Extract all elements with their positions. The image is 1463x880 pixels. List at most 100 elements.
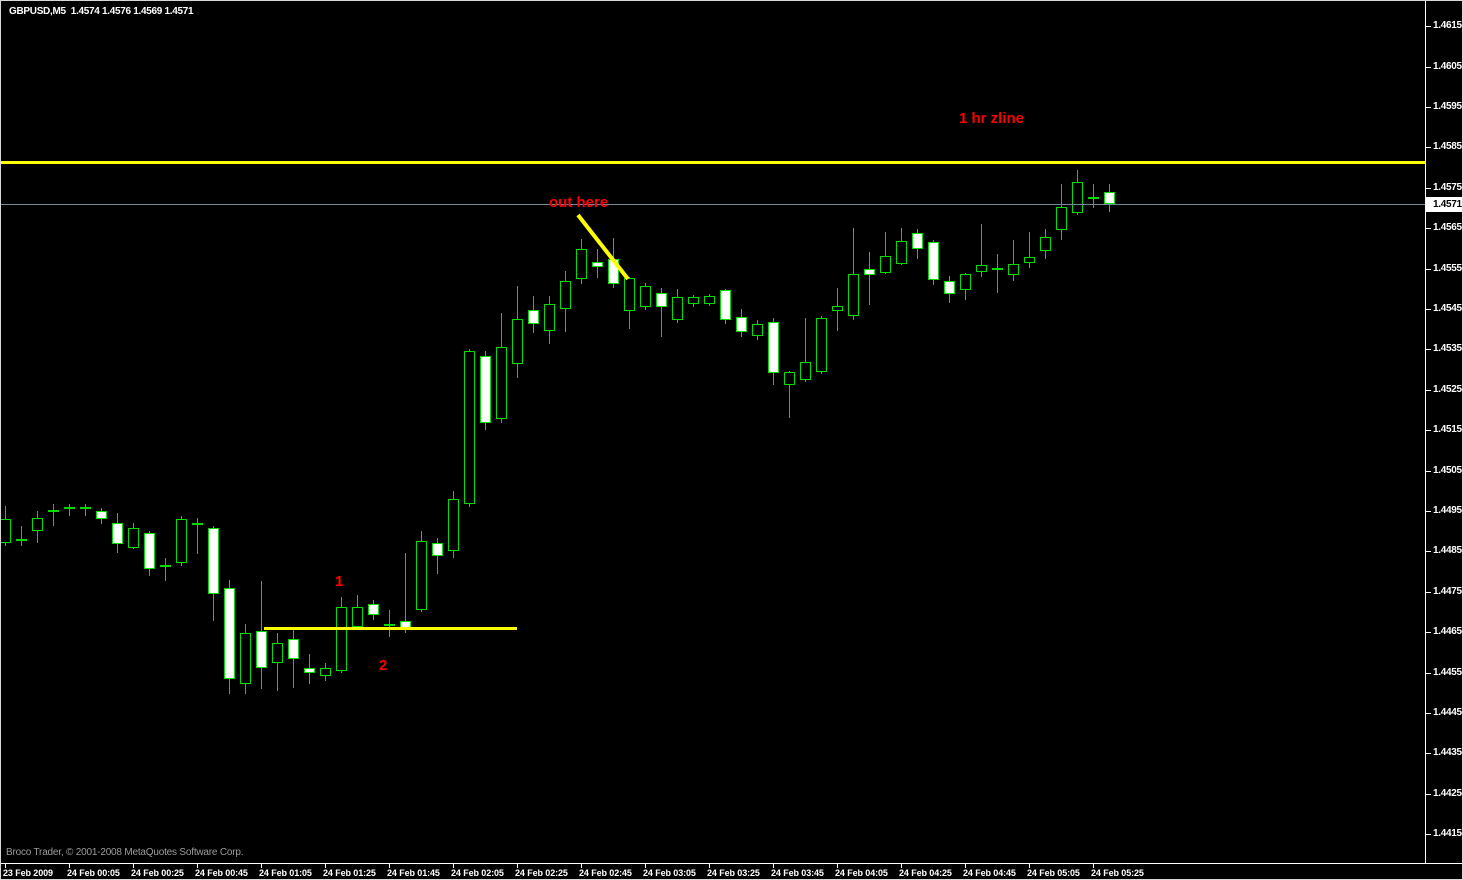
bear-candle-body xyxy=(16,539,27,541)
bear-candle-body xyxy=(656,293,667,307)
bear-candle-body xyxy=(1104,192,1115,204)
bull-candle-body xyxy=(800,362,811,380)
candle-wick xyxy=(53,504,54,526)
price-axis-label: 1.4615 xyxy=(1433,20,1462,31)
time-axis-label: 24 Feb 01:45 xyxy=(387,868,440,878)
time-axis-label: 24 Feb 01:05 xyxy=(259,868,312,878)
time-axis-label: 24 Feb 00:05 xyxy=(67,868,120,878)
current-price-tag: 1.4571 xyxy=(1426,197,1462,212)
candle-wick xyxy=(405,553,406,633)
bull-candle-body xyxy=(336,607,347,671)
bull-candle-body xyxy=(496,347,507,419)
price-axis-tick xyxy=(1426,430,1431,431)
bull-candle-body xyxy=(688,297,699,304)
bear-candle-body xyxy=(480,356,491,423)
time-axis-tick xyxy=(261,864,262,868)
annotation-text: 1 xyxy=(335,573,344,590)
bull-candle-body xyxy=(784,372,795,385)
price-axis-tick xyxy=(1426,834,1431,835)
price-axis-tick xyxy=(1426,390,1431,391)
bear-candle-body xyxy=(160,565,171,567)
candle-wick xyxy=(661,288,662,337)
bull-candle-body xyxy=(1,519,11,543)
symbol-ohlc-title: GBPUSD,M5 1.4574 1.4576 1.4569 1.4571 xyxy=(9,6,194,17)
price-axis-label: 1.4505 xyxy=(1433,465,1462,476)
bull-candle-body xyxy=(816,318,827,372)
bull-candle-body xyxy=(560,281,571,309)
time-axis-tick xyxy=(581,864,582,868)
price-axis-tick xyxy=(1426,511,1431,512)
bear-candle-body xyxy=(384,624,395,626)
chart-plot-area[interactable]: GBPUSD,M5 1.4574 1.4576 1.4569 1.4571 Br… xyxy=(1,1,1425,863)
bear-candle-body xyxy=(592,262,603,267)
bull-candle-body xyxy=(960,274,971,290)
time-axis-label: 24 Feb 01:25 xyxy=(323,868,376,878)
bear-candle-body xyxy=(736,317,747,332)
bear-candle-body xyxy=(288,639,299,659)
price-axis-tick xyxy=(1426,632,1431,633)
price-axis-border xyxy=(1425,1,1426,863)
candle-wick xyxy=(997,254,998,293)
time-axis-tick xyxy=(773,864,774,868)
bear-candle-body xyxy=(432,543,443,556)
bull-candle-body xyxy=(192,523,203,525)
bull-candle-body xyxy=(896,241,907,264)
time-axis-label: 24 Feb 00:45 xyxy=(195,868,248,878)
price-axis-tick xyxy=(1426,713,1431,714)
bull-candle-body xyxy=(1088,197,1099,199)
candle-wick xyxy=(869,252,870,305)
bull-candle-body xyxy=(1056,207,1067,230)
bull-candle-body xyxy=(32,518,43,531)
time-axis-label: 24 Feb 03:45 xyxy=(771,868,824,878)
candle-wick xyxy=(1029,232,1030,268)
time-axis-label: 24 Feb 04:05 xyxy=(835,868,888,878)
time-axis[interactable]: 23 Feb 2009 24 Feb 00:05 24 Feb 00:25 24 Fe… xyxy=(1,864,1462,879)
price-axis[interactable]: 1.4615 1.4605 1.4595 1.4585 1.4575 1.4565 1.45… xyxy=(1426,1,1462,863)
time-axis-tick xyxy=(69,864,70,868)
price-axis-label: 1.4575 xyxy=(1433,182,1462,193)
bear-candle-body xyxy=(912,233,923,249)
price-axis-tick xyxy=(1426,107,1431,108)
bear-candle-body xyxy=(928,242,939,280)
bull-candle-body xyxy=(704,296,715,304)
price-axis-label: 1.4475 xyxy=(1433,586,1462,597)
bull-candle-body xyxy=(624,278,635,311)
time-axis-tick xyxy=(709,864,710,868)
bull-candle-body xyxy=(464,351,475,504)
price-axis-tick xyxy=(1426,67,1431,68)
time-axis-tick xyxy=(453,864,454,868)
bull-candle-body xyxy=(64,507,75,509)
candle-wick xyxy=(981,224,982,277)
bear-candle-body xyxy=(224,588,235,679)
bear-candle-body xyxy=(720,290,731,320)
bear-candle-body xyxy=(208,528,219,594)
price-axis-label: 1.4535 xyxy=(1433,343,1462,354)
trendline-overlay xyxy=(1,161,1425,630)
price-axis-tick xyxy=(1426,349,1431,350)
bull-candle-body xyxy=(128,528,139,548)
time-axis-label: 24 Feb 04:45 xyxy=(963,868,1016,878)
price-axis-label: 1.4515 xyxy=(1433,424,1462,435)
bull-candle-body xyxy=(1072,182,1083,213)
time-axis-label: 24 Feb 02:25 xyxy=(515,868,568,878)
time-axis-tick xyxy=(5,864,6,868)
bull-candle-body xyxy=(640,286,651,307)
price-axis-label: 1.4465 xyxy=(1433,626,1462,637)
price-axis-tick xyxy=(1426,471,1431,472)
price-axis-label: 1.4485 xyxy=(1433,545,1462,556)
out-here-arrow-line xyxy=(576,213,630,281)
candle-wick xyxy=(1093,184,1094,208)
candle-wick xyxy=(789,371,790,418)
bear-candle-body xyxy=(96,511,107,519)
bull-candle-body xyxy=(320,668,331,676)
price-axis-tick xyxy=(1426,673,1431,674)
time-axis-tick xyxy=(1029,864,1030,868)
price-axis-tick xyxy=(1426,309,1431,310)
price-axis-label: 1.4555 xyxy=(1433,263,1462,274)
price-axis-label: 1.4435 xyxy=(1433,747,1462,758)
price-axis-tick xyxy=(1426,753,1431,754)
time-axis-label: 24 Feb 02:45 xyxy=(579,868,632,878)
bull-candle-body xyxy=(448,499,459,551)
bear-candle-body xyxy=(80,507,91,509)
price-axis-label: 1.4415 xyxy=(1433,828,1462,839)
